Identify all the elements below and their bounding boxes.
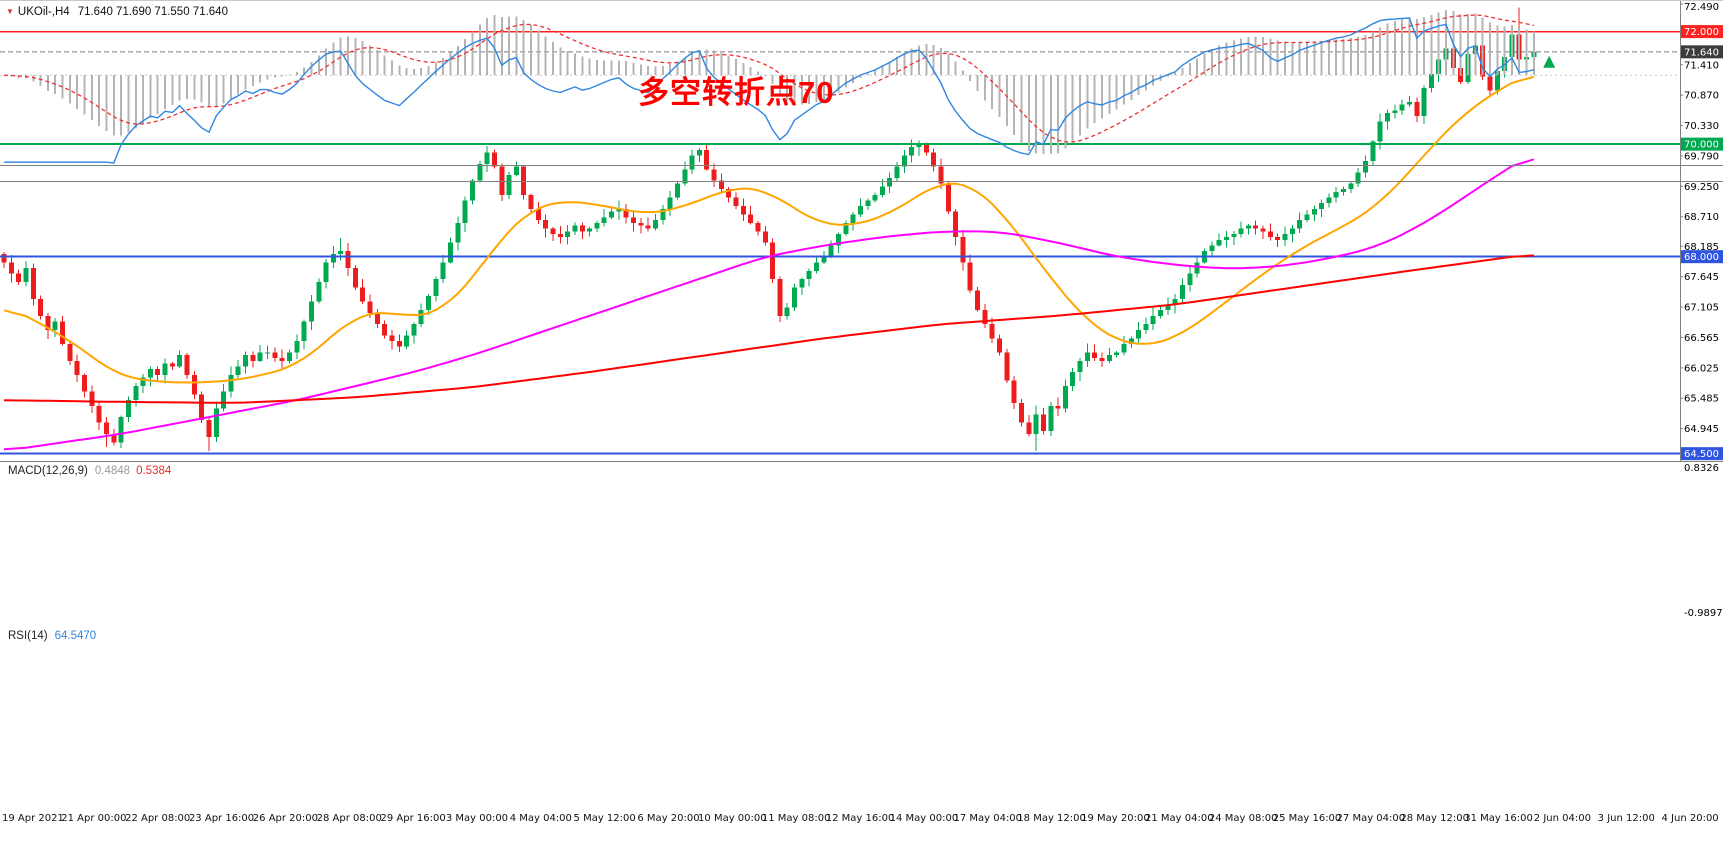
ma-mid-line (3, 158, 1535, 451)
price-tick: 66.025 (1684, 363, 1719, 374)
rsi-value: 64.5470 (54, 630, 97, 642)
time-label: 19 Apr 2021 (2, 813, 64, 824)
rsi-label: RSI(14) 64.5470 (8, 630, 96, 642)
time-label: 26 Apr 20:00 (252, 813, 318, 824)
rsi-name: RSI(14) (8, 630, 48, 642)
time-label: 21 May 04:00 (1145, 813, 1214, 824)
time-label: 25 May 16:00 (1272, 813, 1342, 824)
macd-axis-min: -0.9897 (1684, 608, 1723, 619)
price-tick: 67.645 (1684, 272, 1719, 283)
price-badge-label: 64.500 (1684, 449, 1719, 460)
rsi-canvas[interactable] (0, 1, 1723, 182)
rsi-line (4, 17, 1535, 164)
time-label: 3 May 00:00 (445, 813, 509, 824)
time-label: 2 Jun 04:00 (1533, 813, 1591, 824)
price-tick: 68.185 (1684, 242, 1719, 253)
symbol-timeframe-label: UKOil-,H4 (17, 6, 70, 18)
time-label: 21 Apr 00:00 (61, 813, 127, 824)
chart-header: ▼ UKOil-,H4 71.640 71.690 71.550 71.640 (6, 6, 228, 18)
time-label: 17 May 04:00 (953, 813, 1023, 824)
up-arrow-marker[interactable] (1543, 55, 1556, 68)
price-tick: 67.105 (1684, 303, 1719, 314)
chart-arrow-icon: ▼ (6, 7, 14, 16)
macd-canvas[interactable] (0, 1, 1723, 166)
time-label: 14 May 00:00 (889, 813, 959, 824)
time-label: 19 May 20:00 (1081, 813, 1150, 824)
time-label: 6 May 20:00 (637, 813, 700, 824)
time-label: 28 Apr 08:00 (316, 813, 382, 824)
price-badge (1681, 447, 1723, 461)
time-label: 27 May 04:00 (1336, 813, 1406, 824)
time-axis[interactable]: 19 Apr 2021 21 Apr 00:00 22 Apr 08:00 23 Ap… (0, 807, 1723, 843)
price-tick: 70.870 (1684, 91, 1719, 102)
price-badge-label: 71.640 (1684, 47, 1719, 58)
price-tick: 69.250 (1684, 182, 1719, 193)
price-badge-label: 70.000 (1684, 140, 1719, 151)
annotation-text: 多空转折点70 (638, 75, 835, 110)
price-tick: 71.410 (1684, 60, 1719, 71)
time-label: 18 May 12:00 (1017, 813, 1086, 824)
macd-name: MACD(12,26,9) (8, 465, 88, 477)
time-label: 22 Apr 08:00 (125, 813, 191, 824)
horizontal-level-lines[interactable] (0, 30, 1680, 455)
time-label: 10 May 00:00 (698, 813, 767, 824)
macd-signal-value: 0.5384 (136, 465, 172, 477)
macd-label: MACD(12,26,9) 0.4848 0.5384 (8, 465, 171, 477)
price-tick: 66.565 (1684, 333, 1719, 344)
time-label: 4 Jun 20:00 (1661, 813, 1719, 824)
price-badge (1681, 45, 1723, 59)
ma-fast-line (3, 75, 1535, 384)
price-badge (1681, 137, 1723, 151)
price-badge-label: 72.000 (1684, 27, 1719, 38)
time-label: 3 Jun 12:00 (1597, 813, 1655, 824)
price-tick: 72.490 (1684, 2, 1719, 13)
price-axis[interactable]: 72.490 71.410 70.870 70.330 69.790 69.250 68.7… (0, 1, 1723, 462)
time-label: 31 May 16:00 (1464, 813, 1533, 824)
price-badge-label: 68.000 (1684, 252, 1719, 263)
price-badge (1681, 250, 1723, 264)
macd-signal-line (3, 14, 1535, 143)
time-label: 28 May 12:00 (1400, 813, 1469, 824)
time-label: 23 Apr 16:00 (188, 813, 255, 824)
ma-slow-line (3, 254, 1534, 404)
price-tick: 68.710 (1684, 212, 1719, 223)
price-tick: 69.790 (1684, 151, 1719, 162)
price-badge (1681, 25, 1723, 39)
macd-main-value: 0.4848 (94, 465, 131, 477)
time-label: 24 May 08:00 (1208, 813, 1278, 824)
price-tick: 64.945 (1684, 424, 1719, 435)
time-label: 11 May 08:00 (761, 813, 831, 824)
time-label: 29 Apr 16:00 (380, 813, 446, 824)
time-label: 5 May 12:00 (573, 813, 636, 824)
price-tick: 65.485 (1684, 394, 1719, 405)
time-label: 4 May 04:00 (509, 813, 572, 824)
ohlc-values: 71.640 71.690 71.550 71.640 (77, 6, 228, 18)
price-tick: 70.330 (1684, 121, 1719, 132)
time-label: 12 May 16:00 (825, 813, 895, 824)
macd-axis-max: 0.8326 (1684, 463, 1719, 474)
